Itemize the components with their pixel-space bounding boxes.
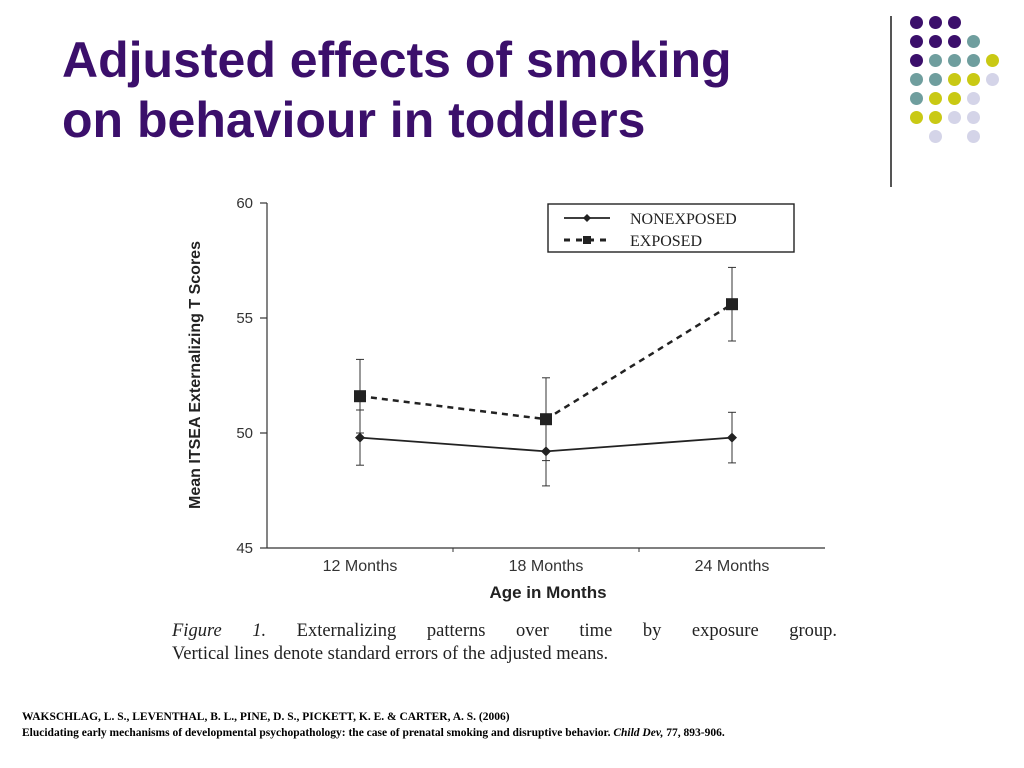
y-axis-label: Mean ITSEA Externalizing T Scores (187, 241, 204, 509)
citation-title-line: Elucidating early mechanisms of developm… (22, 725, 1012, 741)
legend-marker-exposed (583, 236, 591, 244)
decor-dot (948, 92, 961, 105)
data-point-nonexposed (727, 432, 737, 443)
decor-dot (910, 111, 923, 124)
reference-citation: WAKSCHLAG, L. S., LEVENTHAL, B. L., PINE… (22, 709, 1012, 741)
data-point-nonexposed (541, 446, 551, 457)
caption-line-1: Figure 1. Externalizing patterns over ti… (172, 620, 837, 643)
decor-dot (967, 92, 980, 105)
x-tick-label: 12 Months (323, 558, 398, 575)
legend-marker-nonexposed (583, 214, 591, 222)
x-tick-labels: 12 Months 18 Months 24 Months (323, 548, 770, 575)
decorative-dot-grid (910, 16, 1010, 166)
citation-authors: WAKSCHLAG, L. S., LEVENTHAL, B. L., PINE… (22, 711, 510, 723)
decor-dot (967, 130, 980, 143)
x-tick-label: 18 Months (509, 558, 584, 575)
y-tick-labels: 45 50 55 60 (236, 195, 267, 557)
caption-line-1-text: Externalizing patterns over time by expo… (296, 621, 837, 641)
decor-dot (986, 54, 999, 67)
y-tick-label: 55 (236, 310, 253, 327)
decor-dot (929, 16, 942, 29)
chart-legend: NONEXPOSED EXPOSED (547, 203, 795, 253)
citation-article-title: Elucidating early mechanisms of developm… (22, 727, 611, 739)
decor-dot (986, 73, 999, 86)
y-tick-label: 50 (236, 425, 253, 442)
decor-dot (948, 54, 961, 67)
decor-dot (910, 73, 923, 86)
title-divider-line (890, 16, 892, 187)
decor-dot (929, 92, 942, 105)
decor-dot (948, 16, 961, 29)
data-point-exposed (540, 413, 552, 426)
decor-dot (910, 35, 923, 48)
line-chart: 45 50 55 60 12 Months 18 Months 24 Months Age… (187, 195, 825, 602)
decor-dot (929, 130, 942, 143)
x-tick-label: 24 Months (695, 558, 770, 575)
caption-figure-label: Figure 1. (172, 621, 267, 641)
caption-line-2: Vertical lines denote standard errors of… (172, 644, 609, 664)
decor-dot (910, 54, 923, 67)
slide-title-line-1: Adjusted effects of smoking (62, 32, 732, 88)
y-tick-label: 45 (236, 540, 253, 557)
slide-title: Adjusted effects of smoking on behaviour… (62, 30, 862, 150)
data-point-exposed (354, 390, 366, 403)
decor-dot (967, 111, 980, 124)
citation-volume-pages: 77, 893-906. (666, 727, 725, 739)
figure-caption: Figure 1. Externalizing patterns over ti… (172, 620, 837, 666)
decor-dot (948, 111, 961, 124)
decor-dot (929, 35, 942, 48)
chart-axes (266, 203, 825, 549)
decor-dot (929, 73, 942, 86)
decor-dot (967, 54, 980, 67)
x-axis-label: Age in Months (489, 583, 606, 602)
decor-dot (967, 73, 980, 86)
decor-dot (910, 16, 923, 29)
citation-journal: Child Dev, (613, 727, 664, 739)
series-markers (354, 298, 738, 457)
decor-dot (967, 35, 980, 48)
data-point-nonexposed (355, 432, 365, 443)
decor-dot (910, 92, 923, 105)
y-tick-label: 60 (236, 195, 253, 212)
legend-label-exposed: EXPOSED (630, 233, 702, 250)
legend-label-nonexposed: NONEXPOSED (630, 211, 737, 228)
decor-dot (929, 111, 942, 124)
decor-dot (929, 54, 942, 67)
decor-dot (948, 35, 961, 48)
slide-title-line-2: on behaviour in toddlers (62, 92, 646, 148)
decor-dot (948, 73, 961, 86)
data-point-exposed (726, 298, 738, 311)
